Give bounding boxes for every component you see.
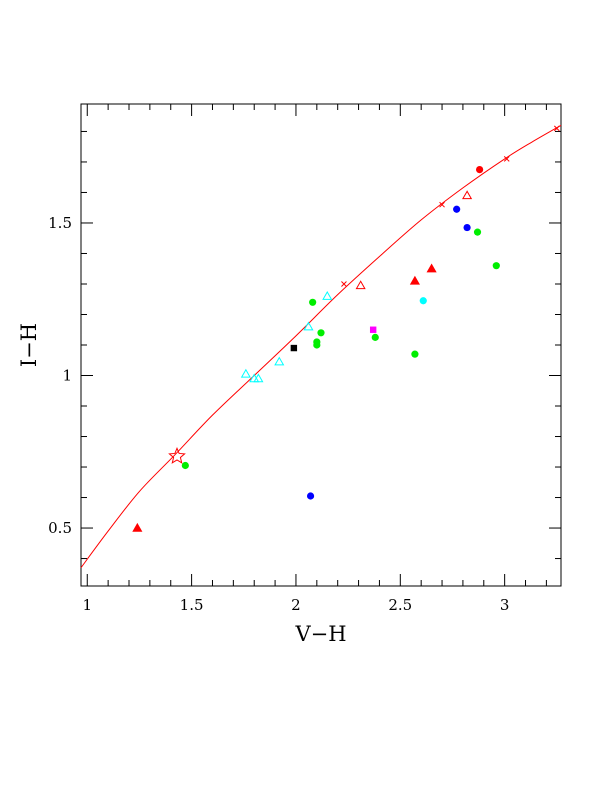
curve-cross-marker [341,281,347,287]
data-point [317,329,325,337]
data-point [463,223,471,232]
data-point [309,298,317,306]
y-axis-label: I−H [17,323,41,367]
x-axis-label: V−H [294,622,346,646]
x-tick-label: 1.5 [180,596,204,614]
plot-frame [80,103,562,587]
curve-cross-marker [553,125,560,132]
data-point [181,461,189,470]
data-point [492,262,500,270]
data-point [240,368,251,378]
x-tick-label: 2.5 [388,596,412,614]
y-tick-label: 1 [62,367,72,385]
data-point [411,350,419,358]
data-point [419,297,427,305]
data-point [476,165,484,174]
data-point [290,344,298,352]
data-point [168,447,186,464]
data-point [369,326,377,333]
data-point [132,522,143,532]
curve-cross-marker [439,201,445,208]
data-point [371,333,379,341]
data-point [426,263,437,273]
x-tick-label: 1 [82,596,92,614]
curve-cross-marker [503,156,510,162]
axis-ticks [81,104,561,586]
x-tick-label: 2 [291,596,301,614]
x-tick-label: 3 [500,596,510,614]
model-curve [80,124,562,568]
y-tick-label: 0.5 [48,519,72,537]
data-point [322,290,333,300]
data-point [355,280,366,290]
data-point [303,321,314,331]
data-point [274,356,285,366]
data-point [313,341,321,349]
data-point [253,373,264,383]
data-point [306,492,315,500]
data-point [473,228,482,236]
data-points [132,165,500,532]
tick-labels: 1 1.5 2 2.5 3 0.5 1 1.5 [48,214,509,614]
data-point [453,205,461,213]
y-tick-label: 1.5 [48,214,72,232]
curve-cross-markers [341,125,560,287]
data-point [409,275,420,285]
data-point [462,190,473,200]
